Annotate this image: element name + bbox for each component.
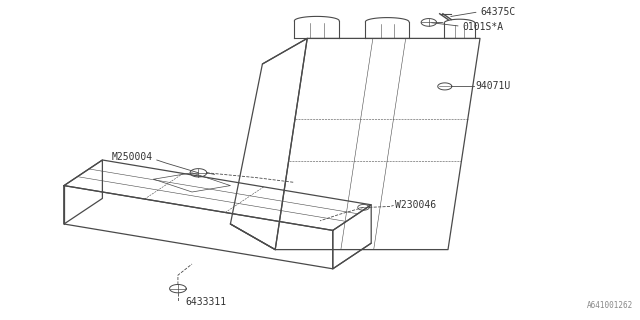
Text: 64375C: 64375C <box>480 7 515 17</box>
Text: W230046: W230046 <box>395 200 436 211</box>
Text: M250004: M250004 <box>112 152 153 162</box>
Text: 0101S*A: 0101S*A <box>462 22 503 32</box>
Text: 94071U: 94071U <box>475 81 510 92</box>
Text: 6433311: 6433311 <box>186 297 227 308</box>
Text: A641001262: A641001262 <box>588 301 634 310</box>
